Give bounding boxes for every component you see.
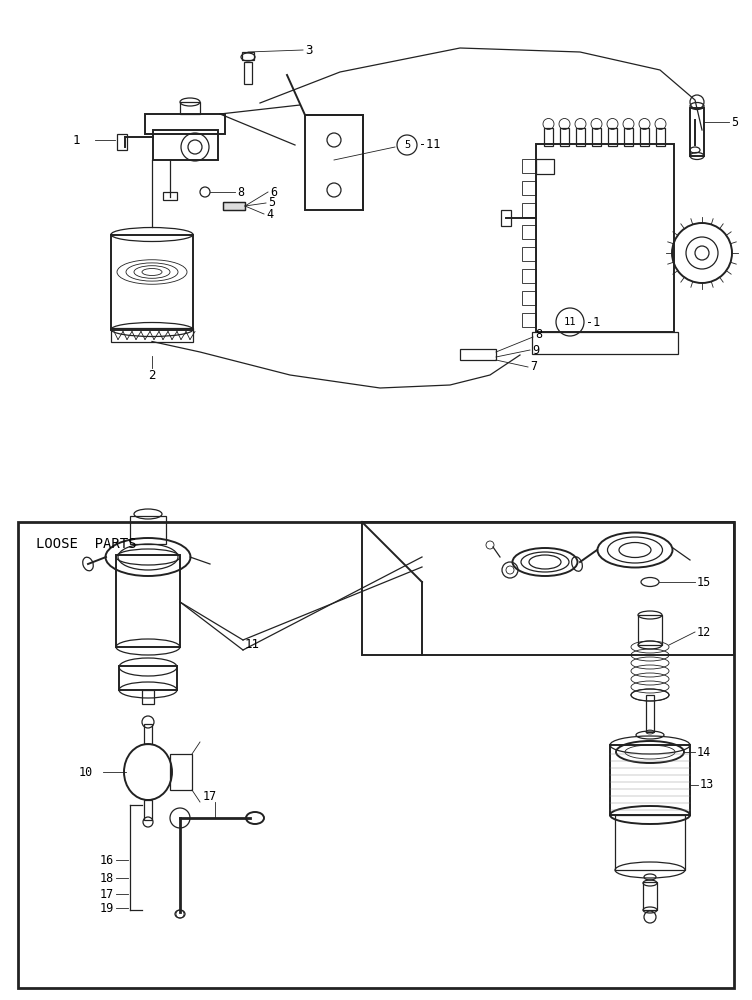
Bar	[460, 349, 496, 360]
Bar	[142, 690, 154, 704]
Text: 11: 11	[245, 639, 260, 652]
Bar	[624, 128, 633, 146]
Bar	[522, 247, 536, 261]
Text: 6: 6	[270, 186, 277, 198]
Text: 14: 14	[697, 746, 711, 758]
Bar	[223, 202, 245, 210]
Bar	[242, 52, 254, 60]
Bar	[305, 115, 363, 210]
Bar	[170, 754, 192, 790]
Text: 7: 7	[530, 360, 537, 373]
Bar	[522, 181, 536, 195]
Bar	[180, 102, 200, 114]
Text: 5: 5	[404, 140, 410, 150]
Text: 5: 5	[268, 196, 275, 210]
Text: 4: 4	[266, 208, 273, 221]
Bar	[608, 128, 617, 146]
Text: 9: 9	[532, 344, 539, 357]
Bar	[576, 128, 585, 146]
Bar	[615, 815, 685, 870]
Bar	[244, 62, 252, 84]
Text: 17: 17	[203, 790, 217, 804]
Bar	[690, 108, 704, 156]
Text: 12: 12	[697, 626, 711, 639]
Text: 17: 17	[100, 888, 114, 900]
Bar	[130, 516, 166, 544]
Bar	[638, 615, 662, 645]
Bar	[163, 192, 177, 200]
Bar	[522, 313, 536, 327]
Bar	[116, 555, 180, 647]
Bar	[522, 225, 536, 239]
Text: 3: 3	[305, 43, 313, 56]
Bar	[145, 114, 225, 134]
Text: LOOSE  PARTS: LOOSE PARTS	[36, 537, 137, 551]
Bar	[560, 128, 569, 146]
Text: -11: -11	[419, 138, 441, 151]
Text: 5: 5	[731, 115, 738, 128]
Bar	[532, 332, 678, 354]
Text: 16: 16	[100, 854, 114, 866]
Bar	[522, 291, 536, 305]
Bar	[111, 328, 193, 342]
Bar	[522, 159, 536, 173]
Bar	[643, 882, 657, 910]
Text: 11: 11	[564, 317, 576, 327]
Bar	[656, 128, 665, 146]
Bar	[501, 210, 511, 226]
Bar	[592, 128, 601, 146]
Bar	[536, 159, 554, 174]
Text: 8: 8	[237, 186, 244, 198]
Bar	[610, 745, 690, 815]
Bar	[522, 203, 536, 217]
Text: 8: 8	[535, 328, 542, 342]
Bar	[223, 202, 245, 210]
Bar	[536, 144, 674, 332]
Bar	[646, 695, 654, 732]
Bar	[144, 724, 152, 744]
Text: 15: 15	[697, 576, 711, 588]
Bar	[119, 666, 177, 690]
Bar	[111, 234, 193, 330]
Bar	[144, 800, 152, 820]
Bar	[362, 522, 734, 655]
Text: 2: 2	[148, 369, 156, 382]
Text: 1: 1	[72, 133, 80, 146]
Bar	[117, 134, 127, 150]
Text: -1: -1	[586, 316, 600, 328]
Bar	[18, 522, 734, 988]
Bar	[153, 130, 218, 160]
Text: 19: 19	[100, 902, 114, 914]
Bar	[544, 128, 553, 146]
Bar	[640, 128, 649, 146]
Bar	[522, 269, 536, 283]
Text: 13: 13	[700, 778, 714, 792]
Text: 18: 18	[100, 871, 114, 884]
Text: 10: 10	[79, 766, 93, 778]
